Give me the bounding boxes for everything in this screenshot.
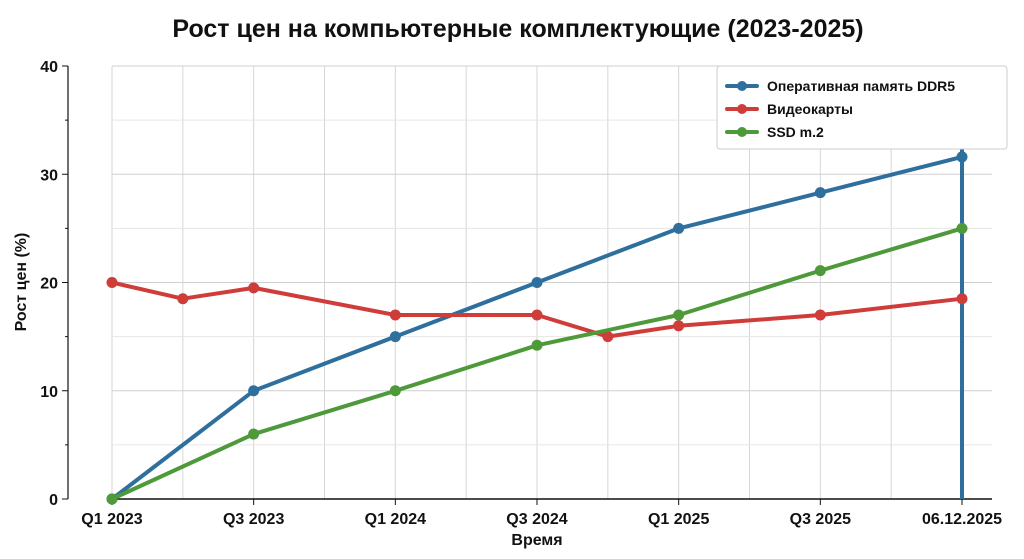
x-tick-label: Q3 2025: [790, 511, 851, 528]
data-point: [673, 320, 685, 332]
x-axis-label: Время: [511, 532, 562, 549]
data-point: [106, 277, 118, 288]
data-point: [602, 331, 614, 343]
legend-swatch-marker: [737, 81, 747, 91]
data-point: [956, 222, 968, 234]
data-point: [248, 385, 260, 397]
y-tick-label: 40: [40, 59, 58, 76]
y-tick-label: 10: [40, 384, 58, 401]
legend-swatch-marker: [737, 104, 747, 114]
data-point: [531, 309, 543, 321]
x-tick-label: Q3 2024: [506, 511, 567, 528]
data-point: [956, 293, 968, 305]
legend-label: SSD m.2: [767, 124, 824, 140]
x-tick-label: Q1 2025: [648, 511, 709, 528]
data-point: [248, 282, 260, 294]
chart-title: Рост цен на компьютерные комплектующие (…: [172, 15, 863, 43]
data-point: [389, 385, 401, 397]
data-point: [956, 151, 968, 163]
data-point: [177, 293, 189, 305]
x-tick-label: 06.12.2025: [922, 511, 1002, 528]
data-point: [106, 493, 118, 505]
legend: Оперативная память DDR5 Видеокарты SSD m.2: [716, 65, 1008, 150]
legend-swatch-marker: [737, 127, 747, 137]
x-axis-ticks: Q1 2023 Q3 2023 Q1 2024 Q3 2024 Q1 2025 Q3 20…: [81, 499, 1002, 528]
data-point: [531, 277, 543, 288]
y-tick-label: 0: [49, 492, 58, 509]
data-point: [814, 265, 826, 277]
data-point: [814, 187, 826, 199]
y-axis-label: Рост цен (%): [13, 233, 30, 332]
data-point: [673, 309, 685, 321]
legend-label: Оперативная память DDR5: [767, 78, 955, 94]
x-tick-label: Q1 2024: [365, 511, 426, 528]
x-tick-label: Q1 2023: [81, 511, 142, 528]
legend-label: Видеокарты: [767, 101, 853, 117]
data-point: [389, 309, 401, 321]
legend-box: [716, 65, 1008, 150]
data-point: [531, 339, 543, 351]
y-tick-label: 20: [40, 276, 58, 293]
y-tick-label: 30: [40, 167, 58, 184]
data-point: [248, 428, 260, 440]
data-point: [673, 222, 685, 234]
x-tick-label: Q3 2023: [223, 511, 284, 528]
data-point: [814, 309, 826, 321]
y-axis-ticks: 0 10 20 30 40: [40, 59, 68, 509]
data-point: [389, 331, 401, 343]
